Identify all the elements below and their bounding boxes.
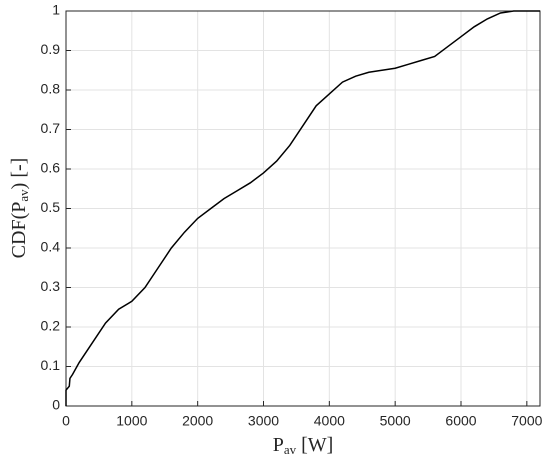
y-label-main: CDF(P	[8, 202, 30, 259]
x-tick-label: 2000	[182, 413, 213, 429]
x-axis-label: Pav [W]	[273, 434, 334, 457]
y-tick-label: 1	[52, 2, 60, 18]
x-label-sub: av	[284, 442, 297, 457]
x-label-main: P	[273, 434, 284, 456]
x-tick-label: 3000	[248, 413, 279, 429]
x-label-rest: [W]	[296, 434, 333, 456]
y-tick-label: 0.3	[41, 278, 61, 294]
x-tick-label: 4000	[314, 413, 345, 429]
y-tick-label: 0.4	[41, 239, 61, 255]
y-label-sub: av	[16, 189, 31, 202]
y-label-rest: ) [-]	[8, 158, 30, 190]
y-tick-label: 0.6	[41, 160, 61, 176]
y-tick-label: 0.9	[41, 41, 61, 57]
y-tick-label: 0.8	[41, 81, 61, 97]
y-tick-label: 0.5	[41, 199, 61, 215]
x-tick-label: 5000	[380, 413, 411, 429]
x-tick-label: 6000	[445, 413, 476, 429]
y-tick-label: 0.2	[41, 318, 61, 334]
plot-frame	[65, 10, 541, 407]
y-tick-label: 0.7	[41, 120, 61, 136]
x-tick-label: 7000	[511, 413, 542, 429]
y-axis-label: CDF(Pav) [-]	[8, 158, 31, 259]
y-tick-label: 0	[52, 397, 60, 413]
cdf-line	[65, 10, 540, 406]
x-tick-label: 0	[62, 413, 70, 429]
x-tick-label: 1000	[116, 413, 147, 429]
y-tick-label: 0.1	[41, 357, 61, 373]
